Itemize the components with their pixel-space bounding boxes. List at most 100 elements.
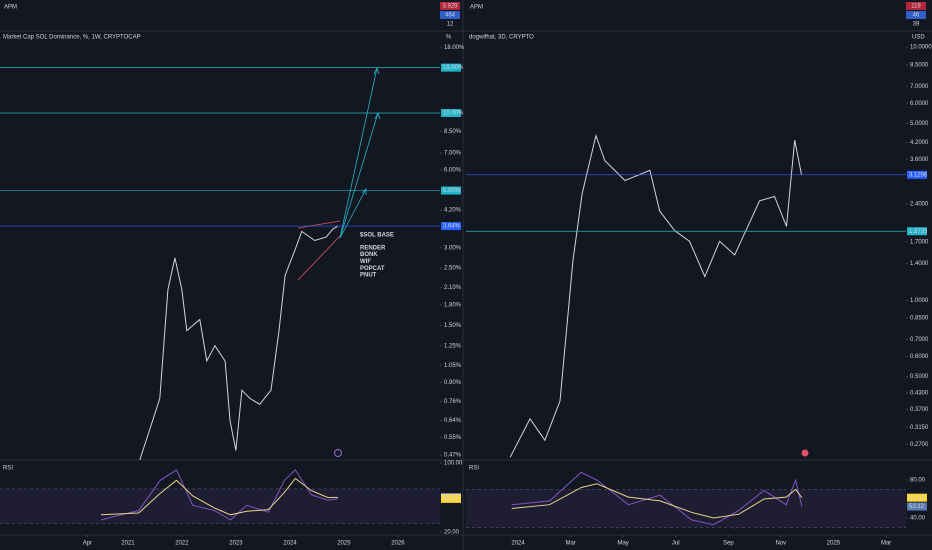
y-tick-label: 6.00% — [444, 168, 462, 174]
annotation: WIF — [360, 259, 371, 265]
x-tick-label: 2022 — [175, 541, 189, 547]
chart-title: RSI — [469, 466, 479, 472]
level-box — [441, 63, 461, 72]
x-tick-label: May — [617, 541, 628, 547]
wedge-line — [297, 220, 341, 229]
x-tick-label: 2026 — [391, 541, 405, 547]
x-tick-label: Sep — [723, 541, 734, 547]
y-tick-label: 0.76% — [444, 399, 462, 405]
y-tick-label: 7.00% — [444, 150, 462, 156]
arrow — [339, 188, 367, 239]
indicator-name: APM — [4, 5, 17, 11]
y-tick-label: 0.90% — [444, 380, 462, 386]
x-tick-label: Mar — [566, 541, 576, 547]
event-icon — [334, 449, 342, 457]
badge-value: 12 — [447, 22, 454, 28]
level-box — [907, 170, 927, 179]
level-label: 58.41 — [443, 496, 459, 502]
y-tick-label: 3.00% — [444, 245, 462, 251]
annotation: PNUT — [360, 273, 377, 279]
arrow-head — [373, 66, 380, 75]
level-box — [441, 186, 461, 195]
y-tick-label: 2.10% — [444, 285, 462, 291]
y-tick-label: 3.6000 — [910, 157, 929, 163]
rsi-band — [466, 489, 906, 528]
wedge-line — [297, 235, 341, 281]
price-line — [511, 471, 803, 526]
unit-label: USD — [912, 35, 925, 41]
badge-value: 484 — [445, 13, 456, 19]
level-box — [907, 502, 927, 511]
y-tick-label: 4.20% — [444, 208, 462, 214]
y-tick-label: 5.0000 — [910, 121, 929, 127]
level-label: 3.64% — [443, 224, 461, 230]
y-tick-label: 1.7000 — [910, 239, 929, 245]
arrow — [339, 112, 379, 239]
level-label: 15.00% — [443, 65, 464, 71]
arrow — [339, 67, 378, 239]
chart-title: Market Cap SOL Dominance, %, 1W, CRYPTOC… — [3, 35, 141, 41]
badge-value: 39 — [913, 22, 920, 28]
badge — [440, 11, 460, 19]
y-tick-label: 1.0000 — [910, 298, 929, 304]
price-line — [139, 225, 339, 461]
y-tick-label: 0.2700 — [910, 442, 929, 448]
rsi-band — [0, 488, 440, 524]
y-tick-label: 1.05% — [444, 363, 462, 369]
badge — [906, 2, 926, 10]
y-tick-label: 8.5000 — [910, 62, 929, 68]
arrow-head — [361, 188, 367, 195]
indicator-name: APM — [470, 5, 483, 11]
drawings — [297, 66, 381, 281]
y-tick-label: 18.00% — [444, 45, 465, 51]
event-icon — [801, 449, 809, 457]
badge-value: 46 — [913, 13, 920, 19]
annotation: $SOL BASE — [360, 233, 394, 239]
x-tick-label: 2024 — [511, 541, 525, 547]
level-label: 5.00% — [443, 188, 461, 194]
unit-label: % — [446, 35, 452, 41]
level-label: 10.00% — [443, 111, 464, 117]
level-box — [441, 494, 461, 503]
level-box — [907, 493, 927, 502]
level-label: 52.12 — [909, 504, 925, 510]
y-tick-label: 2.50% — [444, 266, 462, 272]
x-tick-label: 2021 — [121, 541, 135, 547]
x-tick-label: Jul — [672, 541, 680, 547]
y-tick-label: 1.80% — [444, 302, 462, 308]
y-tick-label: 10.0000 — [910, 45, 932, 51]
y-tick-label: 0.8500 — [910, 316, 929, 322]
x-tick-label: Mar — [881, 541, 891, 547]
level-box — [907, 227, 927, 236]
x-tick-label: Nov — [775, 541, 786, 547]
y-tick-label: 8.50% — [444, 129, 462, 135]
y-tick-label: 0.64% — [444, 418, 462, 424]
y-tick-label: 0.5000 — [910, 374, 929, 380]
x-tick-label: 2025 — [337, 541, 351, 547]
annotation: RENDER — [360, 245, 386, 251]
badge-value: 3.929 — [442, 4, 458, 10]
y-tick-label: 4.2000 — [910, 140, 929, 146]
y-tick-label: 0.7000 — [910, 337, 929, 343]
y-tick-label: 0.3150 — [910, 425, 929, 431]
y-tick-label: 40.00 — [910, 516, 926, 522]
chart-title: dogwifhat, 3D, CRYPTO — [469, 35, 534, 41]
x-tick-label: Apr — [83, 541, 92, 547]
y-tick-label: 0.47% — [444, 453, 462, 459]
level-label: 1.8733 — [909, 229, 928, 235]
level-label: 3.1296 — [909, 172, 928, 178]
x-tick-label: 2023 — [229, 541, 243, 547]
annotation: BONK — [360, 252, 378, 258]
annotation: POPCAT — [360, 266, 385, 272]
y-tick-label: 1.4000 — [910, 261, 929, 267]
y-tick-label: 1.50% — [444, 323, 462, 329]
price-line — [100, 477, 339, 516]
price-line — [511, 483, 803, 519]
badge-value: 119 — [911, 4, 921, 10]
badge — [906, 11, 926, 19]
y-tick-label: 0.55% — [444, 435, 462, 441]
y-tick-label: 20.00 — [444, 530, 460, 536]
y-tick-label: 6.0000 — [910, 101, 929, 107]
